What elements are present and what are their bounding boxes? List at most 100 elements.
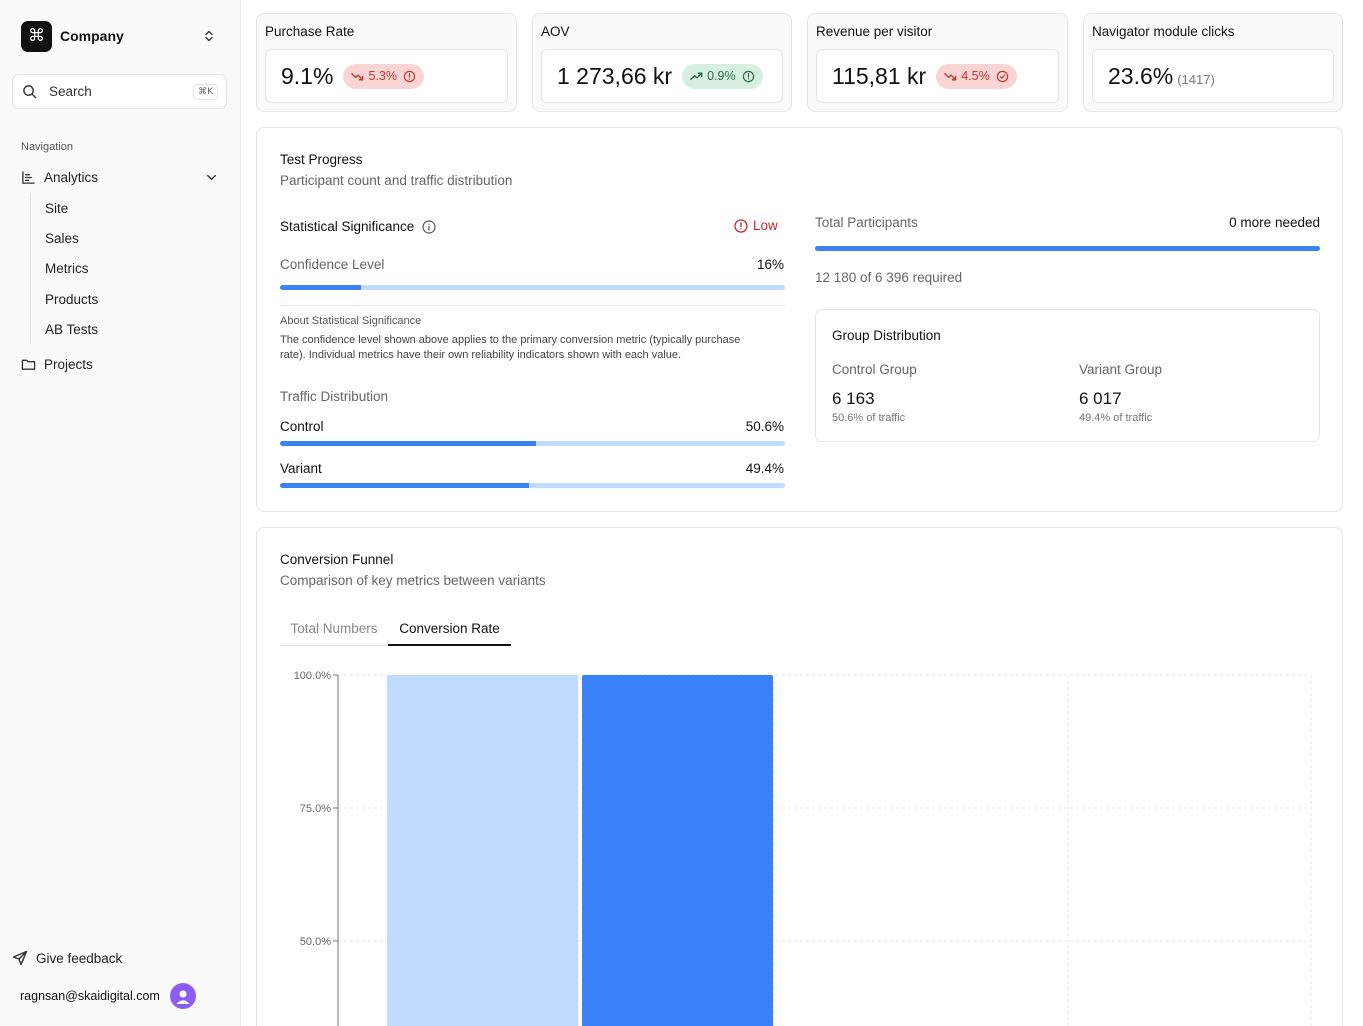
sidebar-item-label: Analytics	[44, 169, 99, 185]
kpi-body: 9.1% 5.3%	[265, 49, 508, 103]
kpi-title: Revenue per visitor	[816, 24, 933, 39]
kpi-value: 23.6%	[1108, 62, 1174, 89]
sidebar-item-metrics[interactable]: Metrics	[45, 261, 89, 277]
sidebar-item-projects[interactable]: Projects	[12, 351, 228, 377]
y-tick-label: 50.0%	[300, 936, 331, 948]
variant-group-share: 49.4% of traffic	[1079, 412, 1153, 424]
group-distribution-box: Group Distribution Control Group 6 163 5…	[815, 309, 1320, 442]
variant-label: Variant	[280, 461, 322, 476]
variant-group-label: Variant Group	[1079, 362, 1163, 377]
kpi-count: (1417)	[1177, 71, 1215, 87]
confidence-progress-fill	[280, 285, 361, 290]
significance-label-row: Statistical Significance	[280, 219, 436, 234]
kpi-value: 9.1%	[281, 62, 334, 89]
kpi-card-aov: AOV 1 273,66 kr 0.9%	[532, 13, 792, 112]
significance-status-text: Low	[753, 218, 778, 233]
funnel-tabs: Total Numbers Conversion Rate	[280, 612, 511, 646]
user-menu[interactable]: ragnsan@skaidigital.com	[20, 983, 196, 1009]
about-text-line-1: The confidence level shown above applies…	[280, 334, 741, 346]
card-title: Test Progress	[280, 152, 363, 167]
card-subtitle: Comparison of key metrics between varian…	[280, 573, 546, 588]
sidebar-item-site[interactable]: Site	[45, 200, 69, 216]
give-feedback-button[interactable]: Give feedback	[12, 947, 122, 969]
confidence-progress-bar	[280, 285, 785, 290]
bar-chart-icon	[22, 170, 35, 184]
tab-conversion-rate[interactable]: Conversion Rate	[388, 612, 511, 646]
group-title: Group Distribution	[832, 328, 941, 343]
trend-badge: 5.3%	[343, 63, 424, 89]
sidebar-item-sales[interactable]: Sales	[45, 230, 79, 246]
info-icon[interactable]	[422, 219, 436, 234]
user-icon	[176, 990, 190, 1004]
command-logo-icon: ⌘	[21, 20, 52, 52]
variant-value: 49.4%	[745, 461, 784, 476]
confidence-value: 16%	[756, 257, 784, 272]
feedback-label: Give feedback	[36, 950, 123, 966]
alert-circle-icon[interactable]	[742, 70, 755, 83]
analytics-subnav: Site Sales Metrics Products AB Tests	[30, 193, 220, 345]
chevron-up-down-icon	[205, 30, 213, 42]
chevron-down-icon	[207, 174, 216, 180]
alert-circle-icon[interactable]	[403, 70, 416, 83]
trend-value: 4.5%	[961, 69, 990, 83]
y-tick-label: 75.0%	[300, 803, 331, 815]
sidebar-item-analytics[interactable]: Analytics	[12, 164, 228, 190]
confidence-label: Confidence Level	[280, 257, 385, 272]
kpi-body: 115,81 kr 4.5%	[816, 49, 1059, 103]
trend-value: 5.3%	[368, 69, 397, 83]
search-placeholder: Search	[49, 84, 92, 99]
card-title: Conversion Funnel	[280, 552, 394, 567]
participants-label: Total Participants	[815, 215, 918, 230]
control-label: Control	[280, 419, 324, 434]
kpi-card-navigator-clicks: Navigator module clicks 23.6% (1417)	[1083, 13, 1343, 112]
control-traffic-bar	[280, 441, 785, 446]
tab-total-numbers[interactable]: Total Numbers	[290, 621, 378, 636]
about-text-line-2: rate). Individual metrics have their own…	[280, 349, 682, 361]
trend-value: 0.9%	[707, 69, 736, 83]
check-circle-icon[interactable]	[996, 70, 1009, 83]
participants-required: 12 180 of 6 396 required	[815, 270, 963, 285]
search-shortcut: ⌘K	[193, 83, 218, 100]
trend-down-icon	[944, 72, 957, 80]
kpi-card-revenue-per-visitor: Revenue per visitor 115,81 kr 4.5%	[807, 13, 1068, 112]
sidebar: ⌘ Company Search ⌘K Navigation Analytics…	[0, 0, 241, 1026]
sidebar-item-ab-tests[interactable]: AB Tests	[45, 321, 99, 337]
user-email: ragnsan@skaidigital.com	[20, 989, 160, 1003]
trend-down-icon	[351, 72, 364, 80]
significance-label: Statistical Significance	[280, 219, 415, 234]
control-group-value: 6 163	[832, 389, 875, 408]
variant-group-value: 6 017	[1079, 389, 1122, 408]
folder-icon	[21, 359, 36, 370]
kpi-value: 115,81 kr	[832, 62, 927, 89]
kpi-body: 23.6% (1417)	[1092, 49, 1334, 103]
kpi-value: 1 273,66 kr	[557, 62, 673, 89]
trend-badge: 0.9%	[682, 63, 763, 89]
control-traffic-fill	[280, 441, 536, 446]
trend-badge: 4.5%	[936, 63, 1017, 89]
company-switcher[interactable]: ⌘ Company	[12, 14, 228, 58]
kpi-title: Navigator module clicks	[1092, 24, 1235, 39]
variant-traffic-fill	[280, 483, 530, 488]
conversion-rate-chart: 100.0% 75.0% 50.0%	[294, 670, 1312, 1026]
avatar[interactable]	[170, 983, 196, 1009]
alert-circle-icon	[734, 218, 748, 233]
variant-traffic-bar	[280, 483, 785, 488]
y-tick-label: 100.0%	[294, 670, 332, 682]
kpi-card-purchase-rate: Purchase Rate 9.1% 5.3%	[256, 13, 517, 112]
participants-progress-fill	[815, 246, 1320, 251]
search-icon	[23, 85, 37, 99]
control-group-share: 50.6% of traffic	[832, 412, 906, 424]
company-name: Company	[60, 28, 124, 44]
control-group-label: Control Group	[832, 362, 917, 377]
nav-heading: Navigation	[21, 141, 73, 153]
conversion-funnel-card: Conversion Funnel Comparison of key metr…	[256, 527, 1343, 1026]
trend-up-icon	[690, 72, 703, 80]
kpi-title: AOV	[541, 24, 570, 39]
participants-needed: 0 more needed	[1229, 215, 1320, 230]
participants-progress-bar	[815, 246, 1320, 251]
about-title: About Statistical Significance	[280, 315, 422, 327]
test-progress-card: Test Progress Participant count and traf…	[256, 127, 1343, 512]
sidebar-item-products[interactable]: Products	[45, 291, 99, 307]
kpi-body: 1 273,66 kr 0.9%	[541, 49, 783, 103]
search-input[interactable]: Search ⌘K	[12, 74, 227, 109]
